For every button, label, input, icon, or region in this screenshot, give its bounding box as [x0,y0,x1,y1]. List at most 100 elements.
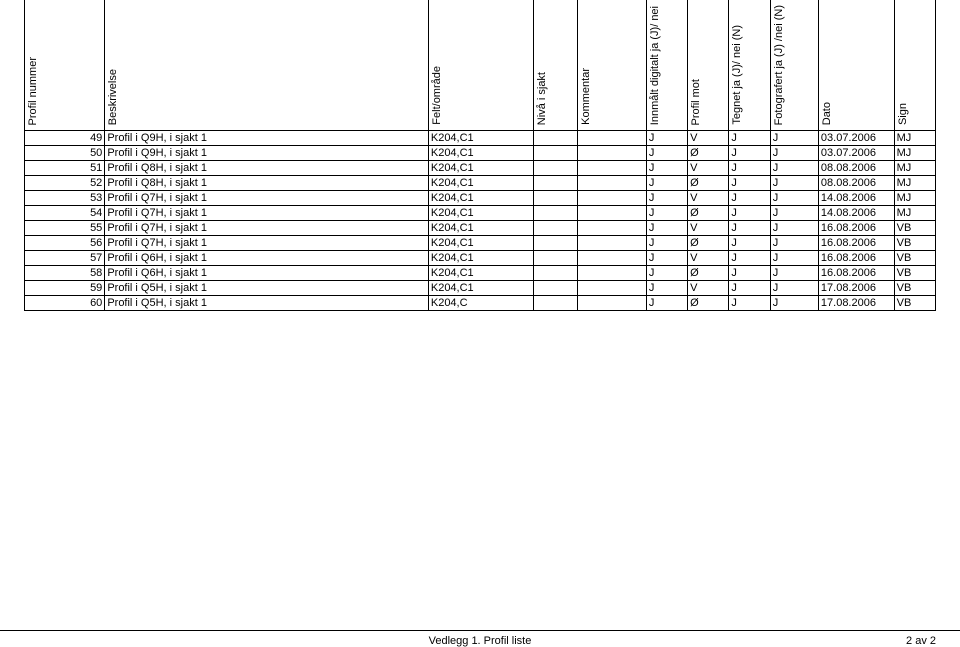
col-header-mot: Profil mot [688,0,729,131]
cell-felt: K204,C1 [428,146,534,161]
cell-komm [578,206,647,221]
cell-niva [534,131,578,146]
cell-digit: J [646,176,687,191]
cell-dato: 16.08.2006 [818,236,894,251]
cell-desc: Profil i Q7H, i sjakt 1 [105,221,429,236]
cell-tegn: J [729,206,770,221]
cell-niva [534,206,578,221]
cell-foto: J [770,296,818,311]
footer-title: Vedlegg 1. Profil liste [0,635,960,647]
cell-komm [578,161,647,176]
col-header-num: Profil nummer [25,0,105,131]
cell-felt: K204,C1 [428,221,534,236]
cell-niva [534,176,578,191]
cell-foto: J [770,221,818,236]
cell-felt: K204,C1 [428,266,534,281]
cell-niva [534,221,578,236]
cell-mot: Ø [688,206,729,221]
cell-foto: J [770,191,818,206]
cell-desc: Profil i Q7H, i sjakt 1 [105,206,429,221]
cell-digit: J [646,251,687,266]
cell-mot: Ø [688,296,729,311]
cell-tegn: J [729,176,770,191]
cell-dato: 14.08.2006 [818,191,894,206]
cell-foto: J [770,236,818,251]
col-header-dato: Dato [818,0,894,131]
cell-tegn: J [729,146,770,161]
cell-desc: Profil i Q8H, i sjakt 1 [105,161,429,176]
cell-dato: 17.08.2006 [818,281,894,296]
cell-niva [534,266,578,281]
cell-sign: MJ [894,191,935,206]
cell-komm [578,251,647,266]
cell-felt: K204,C1 [428,191,534,206]
cell-dato: 16.08.2006 [818,266,894,281]
cell-desc: Profil i Q7H, i sjakt 1 [105,191,429,206]
cell-desc: Profil i Q5H, i sjakt 1 [105,281,429,296]
cell-digit: J [646,191,687,206]
cell-niva [534,236,578,251]
cell-felt: K204,C1 [428,206,534,221]
cell-num: 57 [25,251,105,266]
col-header-tegn: Tegnet ja (J)/ nei (N) [729,0,770,131]
cell-mot: V [688,221,729,236]
table-row: 51Profil i Q8H, i sjakt 1K204,C1JVJJ08.0… [25,161,936,176]
page-footer: Vedlegg 1. Profil liste 2 av 2 [0,630,960,635]
cell-digit: J [646,161,687,176]
cell-sign: MJ [894,161,935,176]
col-header-desc: Beskrivelse [105,0,429,131]
cell-desc: Profil i Q6H, i sjakt 1 [105,266,429,281]
cell-dato: 03.07.2006 [818,131,894,146]
cell-digit: J [646,221,687,236]
table-row: 52Profil i Q8H, i sjakt 1K204,C1JØJJ08.0… [25,176,936,191]
cell-num: 50 [25,146,105,161]
cell-desc: Profil i Q9H, i sjakt 1 [105,131,429,146]
cell-dato: 08.08.2006 [818,161,894,176]
cell-digit: J [646,281,687,296]
col-header-niva: Nivå i sjakt [534,0,578,131]
cell-dato: 14.08.2006 [818,206,894,221]
cell-num: 49 [25,131,105,146]
col-header-digit: Innmålt digitalt ja (J)/ nei [646,0,687,131]
cell-digit: J [646,296,687,311]
cell-tegn: J [729,251,770,266]
table-row: 54Profil i Q7H, i sjakt 1K204,C1JØJJ14.0… [25,206,936,221]
cell-sign: MJ [894,176,935,191]
cell-mot: Ø [688,236,729,251]
table-row: 57Profil i Q6H, i sjakt 1K204,C1JVJJ16.0… [25,251,936,266]
cell-komm [578,191,647,206]
cell-komm [578,266,647,281]
cell-num: 56 [25,236,105,251]
table-row: 50Profil i Q9H, i sjakt 1K204,C1JØJJ03.0… [25,146,936,161]
cell-niva [534,281,578,296]
cell-felt: K204,C1 [428,131,534,146]
cell-sign: VB [894,221,935,236]
cell-num: 52 [25,176,105,191]
cell-felt: K204,C1 [428,281,534,296]
cell-tegn: J [729,131,770,146]
cell-digit: J [646,206,687,221]
cell-felt: K204,C1 [428,176,534,191]
cell-tegn: J [729,266,770,281]
cell-desc: Profil i Q8H, i sjakt 1 [105,176,429,191]
cell-komm [578,176,647,191]
col-header-sign: Sign [894,0,935,131]
cell-sign: VB [894,251,935,266]
cell-mot: Ø [688,266,729,281]
cell-foto: J [770,281,818,296]
cell-foto: J [770,251,818,266]
cell-felt: K204,C1 [428,161,534,176]
footer-page: 2 av 2 [906,635,936,647]
col-header-felt: Felt/område [428,0,534,131]
table-row: 58Profil i Q6H, i sjakt 1K204,C1JØJJ16.0… [25,266,936,281]
cell-sign: VB [894,281,935,296]
cell-niva [534,191,578,206]
cell-sign: MJ [894,131,935,146]
cell-tegn: J [729,281,770,296]
cell-tegn: J [729,191,770,206]
cell-niva [534,251,578,266]
cell-dato: 16.08.2006 [818,221,894,236]
cell-sign: VB [894,236,935,251]
table-row: 59Profil i Q5H, i sjakt 1K204,C1JVJJ17.0… [25,281,936,296]
cell-mot: Ø [688,146,729,161]
